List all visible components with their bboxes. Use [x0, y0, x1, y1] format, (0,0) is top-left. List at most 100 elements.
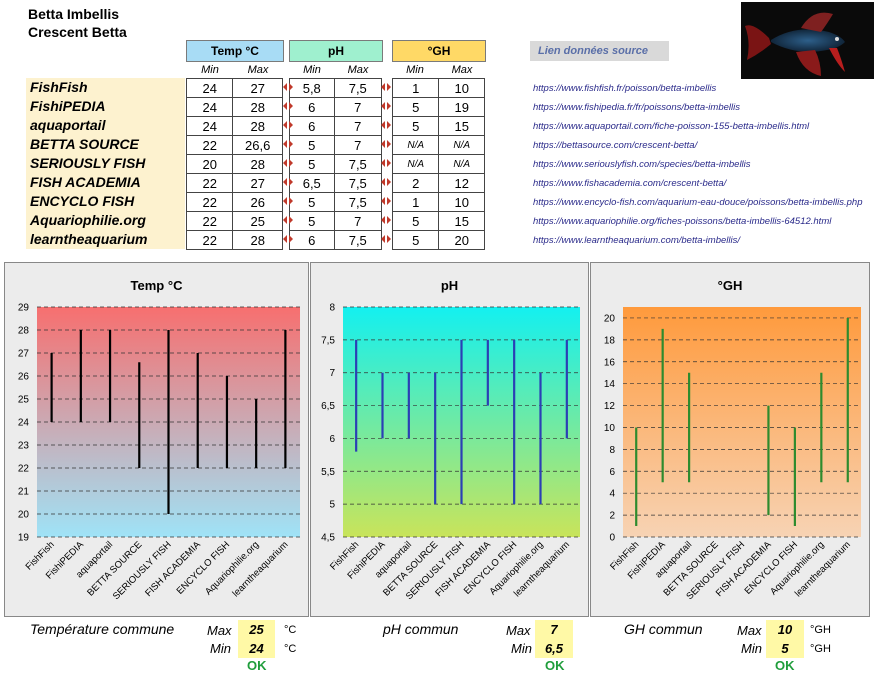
ph-max-subheader: Max — [347, 64, 369, 76]
y-tick-label: 16 — [604, 357, 616, 368]
source-name: FISH ACADEMIA — [30, 174, 141, 190]
betta-fish-photo — [741, 2, 874, 79]
source-name: aquaportail — [30, 117, 106, 133]
y-tick-label: 25 — [18, 395, 30, 406]
gh-min-value: 5 — [766, 639, 804, 658]
source-name: learntheaquarium — [30, 231, 148, 247]
y-tick-label: 20 — [604, 313, 616, 324]
table-cell: 5 — [391, 97, 440, 117]
table-cell: 19 — [438, 97, 485, 117]
double-arrow-icon — [381, 83, 391, 91]
table-row: 24 27 — [185, 78, 283, 98]
temp-common-label: Température commune — [30, 621, 175, 637]
y-tick-label: 24 — [18, 418, 30, 429]
gh-status: OK — [775, 658, 795, 673]
source-url-link[interactable]: https://bettasource.com/crescent-betta/ — [533, 140, 698, 151]
table-cell: 5 — [289, 192, 335, 212]
gh-max-unit: °GH — [810, 624, 831, 636]
source-url-link[interactable]: https://www.aquariophilie.org/fiches-poi… — [533, 216, 832, 227]
table-cell: 6 — [289, 230, 335, 250]
source-url-link[interactable]: https://www.fishacademia.com/crescent-be… — [533, 178, 727, 189]
table-cell: 5 — [289, 135, 335, 155]
y-tick-label: 28 — [18, 326, 30, 337]
source-url-link[interactable]: https://www.aquaportail.com/fiche-poisso… — [533, 121, 810, 132]
temp-min-subheader: Min — [201, 64, 219, 76]
gh-common-label: GH commun — [624, 621, 703, 637]
table-cell: 5 — [289, 154, 335, 174]
y-tick-label: 8 — [609, 445, 615, 456]
table-cell: 2 — [391, 173, 440, 193]
table-row: 22 26 — [185, 192, 283, 212]
table-cell: 15 — [438, 116, 485, 136]
table-row: N/A N/A — [391, 154, 485, 174]
source-url-link[interactable]: https://www.fishipedia.fr/fr/poissons/be… — [533, 102, 740, 113]
chart-title: pH — [441, 278, 458, 293]
table-row: 24 28 — [185, 116, 283, 136]
y-tick-label: 20 — [18, 510, 30, 521]
table-cell: 22 — [185, 230, 234, 250]
gh-max-subheader: Max — [451, 64, 473, 76]
double-arrow-icon — [283, 159, 293, 167]
source-name: SERIOUSLY FISH — [30, 155, 146, 171]
y-tick-label: 5 — [329, 500, 335, 511]
table-row: 1 10 — [391, 192, 485, 212]
double-arrow-icon — [381, 140, 391, 148]
table-cell: 27 — [232, 173, 283, 193]
gh-min-label: Min — [741, 641, 762, 656]
double-arrow-icon — [381, 216, 391, 224]
source-url-link[interactable]: https://www.seriouslyfish.com/species/be… — [533, 159, 751, 170]
temp-column-header: Temp °C — [186, 40, 284, 62]
species-common-name: Crescent Betta — [28, 24, 127, 40]
source-name: FishiPEDIA — [30, 98, 106, 114]
source-url-link[interactable]: https://www.fishfish.fr/poisson/betta-im… — [533, 83, 717, 94]
table-row: 22 25 — [185, 211, 283, 231]
table-cell: 5 — [289, 211, 335, 231]
table-row: 22 26,6 — [185, 135, 283, 155]
ph-table: 5,8 7,5 6 7 6 7 5 7 5 7,5 6,5 7,5 5 7,5 5 7 6 7,5 — [289, 78, 383, 250]
double-arrow-icon — [283, 83, 293, 91]
y-tick-label: 10 — [604, 423, 616, 434]
ph-max-label: Max — [506, 623, 531, 638]
y-tick-label: 26 — [18, 372, 30, 383]
table-cell: 24 — [185, 116, 234, 136]
table-cell: 7,5 — [333, 230, 383, 250]
source-names-column: FishFish FishiPEDIA aquaportail BETTA SO… — [26, 78, 185, 249]
ph-min-subheader: Min — [303, 64, 321, 76]
table-cell: 22 — [185, 173, 234, 193]
y-tick-label: 6,5 — [321, 401, 335, 412]
y-tick-label: 12 — [604, 401, 616, 412]
source-name: BETTA SOURCE — [30, 136, 139, 152]
table-row: 5 20 — [391, 230, 485, 250]
table-cell: N/A — [391, 135, 440, 155]
gh-min-unit: °GH — [810, 643, 831, 655]
table-cell: N/A — [391, 154, 440, 174]
double-arrow-icon — [283, 178, 293, 186]
table-cell: 6 — [289, 116, 335, 136]
table-row: 22 28 — [185, 230, 283, 250]
gh-min-subheader: Min — [406, 64, 424, 76]
table-cell: 5 — [391, 211, 440, 231]
y-tick-label: 0 — [609, 533, 615, 544]
temp-max-value: 25 — [238, 620, 275, 639]
double-arrow-icon — [381, 197, 391, 205]
double-arrow-icon — [283, 140, 293, 148]
source-url-link[interactable]: https://www.learntheaquarium.com/betta-i… — [533, 235, 740, 246]
temp-status: OK — [247, 658, 267, 673]
y-tick-label: 6 — [329, 434, 335, 445]
source-url-link[interactable]: https://www.encyclo-fish.com/aquarium-ea… — [533, 197, 863, 208]
table-cell: 28 — [232, 116, 283, 136]
temp-chart-panel: Temp °C 19 20 21 22 23 24 25 26 27 28 29 FishFish Fis… — [4, 262, 309, 617]
double-arrow-icon — [381, 235, 391, 243]
table-cell: 7 — [333, 97, 383, 117]
ph-column-header: pH — [289, 40, 383, 62]
y-tick-label: 21 — [18, 487, 30, 498]
y-tick-label: 14 — [604, 379, 616, 390]
table-row: 5 7,5 — [289, 154, 383, 174]
table-cell: 5 — [391, 230, 440, 250]
table-cell: 6,5 — [289, 173, 335, 193]
y-tick-label: 6 — [609, 467, 615, 478]
table-row: 6 7,5 — [289, 230, 383, 250]
chart-title: °GH — [718, 278, 743, 293]
